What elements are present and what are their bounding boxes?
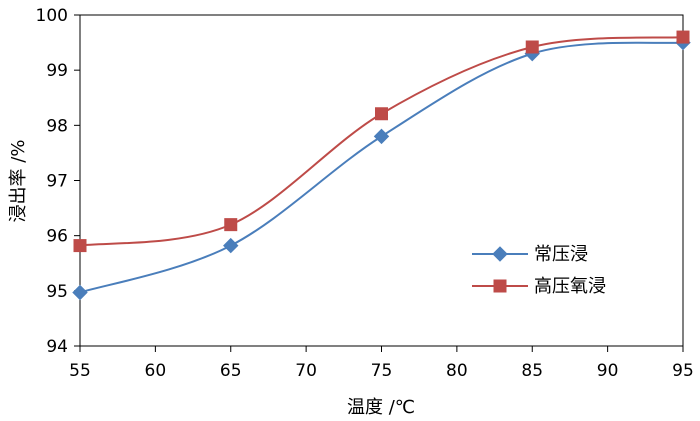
x-axis-title: 温度 /℃ (347, 397, 415, 418)
x-tick-label: 85 (521, 361, 543, 381)
y-tick-label: 94 (46, 337, 68, 357)
series-1-point (223, 237, 239, 254)
series-2-point (224, 218, 238, 232)
series-2-point (525, 40, 539, 54)
x-tick-label: 60 (145, 361, 167, 381)
plot-area (79, 14, 684, 347)
y-tick-label: 100 (36, 6, 68, 26)
y-tick-label: 99 (46, 61, 68, 81)
series-1-point (72, 284, 88, 301)
legend-swatch-marker (492, 246, 508, 262)
x-tick-label: 70 (295, 361, 317, 381)
series-2-point (676, 30, 690, 44)
y-axis-ticks: 94 95 96 97 98 99 100 (36, 6, 80, 357)
legend-swatch-marker (493, 279, 507, 293)
legend-item: 高压氧浸 (472, 276, 606, 297)
x-tick-label: 55 (69, 361, 91, 381)
y-tick-label: 98 (46, 116, 68, 136)
legend-label: 常压浸 (534, 244, 588, 265)
legend-item: 常压浸 (472, 244, 588, 265)
y-tick-label: 96 (46, 227, 68, 247)
series-1-point (373, 128, 390, 145)
series-2 (73, 30, 690, 253)
x-tick-label: 75 (371, 361, 393, 381)
x-tick-label: 80 (446, 361, 468, 381)
y-axis-title: 浸出率 /% (8, 140, 29, 223)
x-axis-ticks: 55 60 65 70 75 80 85 90 95 (69, 346, 694, 381)
y-tick-label: 97 (46, 172, 68, 192)
series-2-point (375, 107, 388, 121)
x-tick-label: 95 (672, 361, 694, 381)
legend-label: 高压氧浸 (534, 276, 606, 297)
y-tick-label: 95 (46, 282, 68, 302)
x-tick-label: 90 (597, 361, 619, 381)
x-tick-label: 65 (220, 361, 242, 381)
series-2-point (73, 239, 87, 253)
series-layer (72, 30, 691, 301)
